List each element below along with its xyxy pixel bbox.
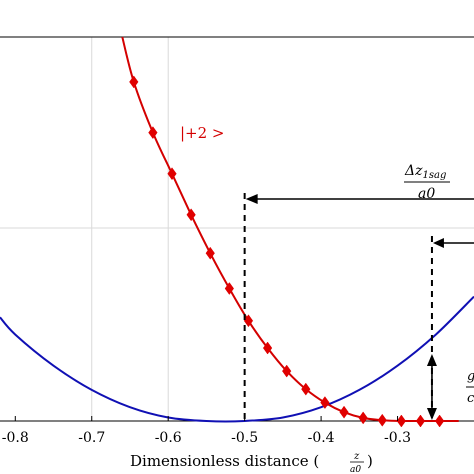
arrow-head-down [426, 408, 437, 420]
x-axis-title-numerator: z [353, 451, 360, 462]
diamond-marker [186, 208, 196, 222]
diamond-marker [262, 341, 273, 355]
arrow-head-up [426, 354, 437, 366]
diamond-marker [396, 414, 406, 428]
diamond-marker [129, 75, 139, 89]
x-axis-title: Dimensionless distance ( z a0 ) [130, 451, 373, 474]
series-line-blue [0, 295, 474, 423]
arrow-head-main [245, 194, 258, 204]
diamond-marker [358, 411, 368, 425]
diamond-marker [377, 413, 387, 427]
x-tick-label: -0.7 [78, 430, 105, 446]
right-edge-glyph-top: g [467, 369, 474, 384]
diamond-marker [167, 167, 177, 181]
diamond-marker [301, 382, 311, 396]
diamond-marker [434, 414, 445, 428]
markers-layer [129, 75, 445, 428]
x-tick-label: -0.6 [155, 430, 182, 446]
diamond-marker [224, 282, 234, 295]
x-axis-title-text: Dimensionless distance ( [130, 452, 319, 470]
arrow-head-short [432, 238, 444, 248]
x-tick-label: -0.8 [2, 430, 29, 446]
diamond-marker [148, 126, 158, 140]
delta-subscript: 1sag [423, 170, 447, 181]
plot-frame [0, 36, 474, 422]
x-tick-label: -0.3 [384, 430, 411, 446]
delta-label: Δz1sag a0 [404, 163, 450, 202]
diamond-marker [205, 246, 215, 260]
grid-lines [0, 37, 474, 421]
series-layer [0, 36, 474, 423]
diamond-marker [282, 364, 292, 378]
x-axis-title-denominator: a0 [350, 465, 361, 474]
diamond-marker [339, 405, 349, 419]
x-tick-label: -0.5 [231, 430, 258, 446]
series-line-red [121, 36, 459, 423]
delta-numerator: Δz1sag [404, 163, 446, 181]
x-axis-title-close: ) [367, 452, 373, 470]
state-label: |+2 > [180, 124, 225, 142]
x-tick-label: -0.4 [308, 430, 335, 446]
delta-denominator: a0 [418, 186, 435, 202]
annotation-layer [243, 193, 474, 421]
right-edge-glyph-bottom: c [467, 391, 474, 406]
diamond-marker [415, 414, 426, 428]
diamond-marker [320, 396, 330, 409]
x-ticks: -0.8 -0.7 -0.6 -0.5 -0.4 -0.3 [2, 416, 411, 446]
